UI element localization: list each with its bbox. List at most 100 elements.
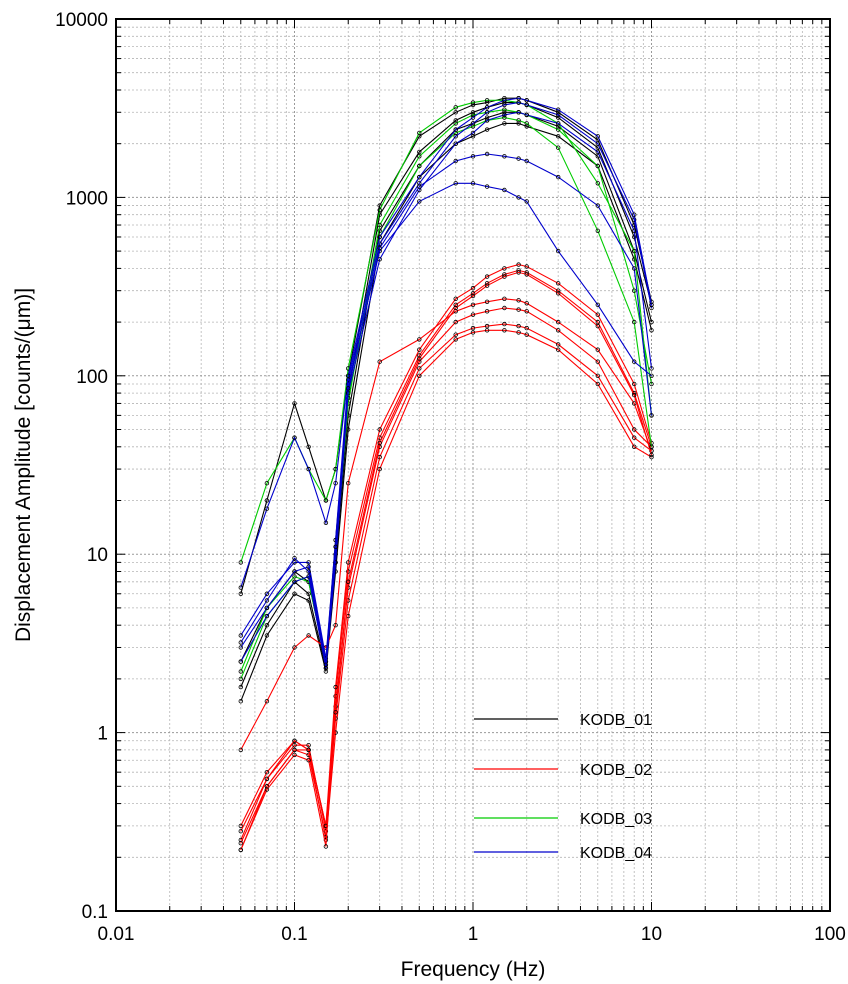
series-line-kodb_01-3	[240, 97, 653, 594]
data-point	[524, 325, 529, 331]
data-point	[292, 556, 297, 561]
data-point	[470, 325, 476, 331]
data-point	[516, 270, 521, 275]
data-point	[238, 676, 243, 682]
data-point	[649, 328, 654, 333]
data-point	[453, 302, 458, 307]
data-point	[417, 199, 422, 204]
data-point	[516, 195, 521, 200]
data-point	[417, 130, 422, 136]
data-point	[556, 121, 561, 126]
data-point	[484, 118, 490, 123]
data-point	[292, 560, 297, 565]
data-point	[453, 105, 458, 110]
data-point	[292, 569, 297, 574]
data-point	[453, 110, 458, 115]
data-point	[502, 266, 507, 271]
series-line-kodb_04-5	[240, 153, 653, 665]
data-point	[333, 710, 338, 715]
data-point	[516, 262, 521, 267]
data-point	[333, 684, 338, 690]
data-point	[470, 112, 476, 118]
data-point	[377, 222, 382, 228]
data-point	[292, 738, 297, 743]
data-point	[417, 174, 422, 180]
data-point	[377, 440, 382, 446]
data-point	[502, 305, 507, 311]
data-point	[556, 110, 561, 115]
data-point	[306, 633, 311, 638]
data-point	[524, 264, 529, 269]
data-point	[417, 154, 422, 159]
data-point	[264, 787, 270, 792]
data-point	[470, 124, 476, 129]
data-point	[346, 481, 351, 486]
data-point	[377, 228, 382, 233]
data-point	[470, 115, 476, 120]
data-point	[306, 444, 311, 449]
data-point	[306, 466, 311, 472]
data-point	[632, 228, 637, 233]
series-line-kodb_04-2	[240, 102, 653, 659]
data-point	[524, 158, 529, 164]
series-line-kodb_03-3	[240, 117, 653, 672]
data-point	[453, 332, 458, 337]
data-point	[632, 319, 637, 325]
data-point	[238, 823, 243, 829]
data-point	[292, 591, 297, 596]
data-point	[470, 291, 476, 296]
data-point	[264, 481, 270, 486]
data-point	[502, 102, 507, 108]
data-point	[238, 640, 243, 645]
data-point	[502, 115, 507, 120]
data-point	[632, 427, 637, 432]
data-point	[453, 127, 458, 132]
data-point	[292, 579, 297, 584]
data-point	[453, 134, 458, 139]
data-point	[238, 585, 243, 590]
y-tick-labels: 0.1 1 10 100 1000 10000	[55, 10, 108, 923]
series-line-kodb_04-3	[240, 97, 653, 588]
data-point	[632, 288, 637, 293]
data-point	[595, 302, 600, 307]
data-point	[516, 121, 521, 126]
data-point	[238, 829, 243, 834]
data-point	[238, 669, 243, 674]
data-point	[306, 752, 311, 758]
data-point	[470, 100, 476, 105]
data-point	[632, 359, 637, 364]
data-point	[292, 752, 297, 758]
data-point	[470, 330, 476, 335]
data-point	[524, 301, 529, 306]
series-line-kodb_02-5	[240, 264, 653, 832]
data-point	[556, 328, 561, 333]
data-point	[323, 520, 329, 525]
data-point	[484, 283, 490, 288]
data-point	[292, 574, 297, 579]
data-point	[595, 141, 600, 146]
y-tick-label: 100	[76, 367, 108, 388]
data-point	[346, 373, 351, 378]
data-point	[470, 302, 476, 307]
data-point	[502, 98, 507, 103]
data-point	[417, 163, 422, 169]
data-point	[595, 181, 600, 186]
data-point	[453, 118, 458, 123]
data-point	[516, 323, 521, 329]
data-point	[595, 163, 600, 169]
data-point	[470, 312, 476, 317]
data-point	[484, 274, 490, 279]
data-point	[470, 121, 476, 126]
legend-label-kodb_01: KODB_01	[580, 712, 652, 729]
data-point	[524, 112, 529, 118]
x-tick-label: 1	[468, 924, 479, 945]
axis-ticks	[115, 19, 830, 912]
data-point	[595, 312, 600, 317]
data-point	[595, 359, 600, 364]
data-point	[417, 366, 422, 371]
data-point	[632, 444, 637, 449]
data-point	[484, 328, 490, 333]
data-point	[333, 481, 338, 486]
data-point	[417, 337, 422, 342]
